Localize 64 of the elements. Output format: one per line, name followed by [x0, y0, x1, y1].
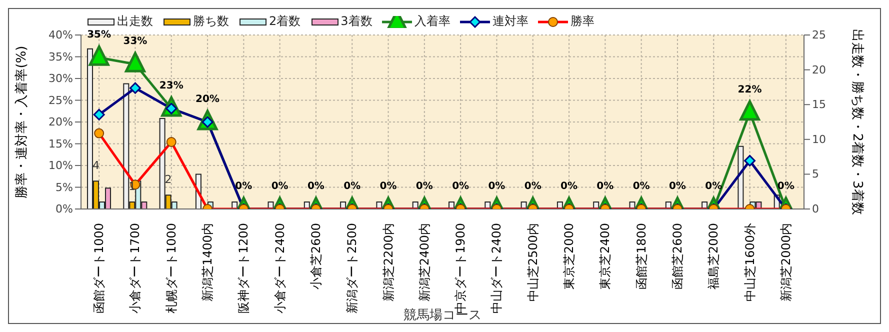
x-tick-label: 東京芝2000: [562, 223, 576, 290]
data-label: 1: [128, 180, 136, 194]
x-tick-label: 新潟芝2200内: [381, 223, 396, 302]
y-tick-label: 40%: [48, 28, 73, 42]
y2-axis-title: 出走数・勝ち数・2着数・3着数: [849, 29, 866, 215]
data-label: 0%: [307, 181, 324, 192]
data-label: 33%: [123, 36, 148, 48]
x-tick-label: 中山ダート2400: [490, 223, 504, 314]
x-tick-label: 新潟芝1400内: [200, 223, 215, 302]
x-tick-label: 新潟芝2400内: [417, 223, 432, 302]
x-tick-label: 新潟芝2000内: [778, 223, 793, 302]
legend-label: 勝ち数: [193, 13, 229, 30]
data-label: 0%: [271, 181, 288, 192]
x-tick-label: 小倉ダート2400: [272, 223, 287, 314]
data-label: 22%: [738, 84, 762, 96]
data-label: 0%: [344, 181, 361, 192]
x-tick-label: 新潟ダート2500: [345, 223, 360, 314]
data-label: 0%: [596, 181, 614, 192]
x-tick-label: 函館芝2600: [670, 223, 684, 290]
y-tick-label: 15%: [48, 137, 73, 150]
data-label: 0%: [416, 181, 433, 192]
x-tick-label: 東京芝2400: [598, 223, 612, 290]
y2-tick-label: 10: [812, 132, 826, 146]
data-label: 0%: [524, 181, 542, 192]
data-label: 0%: [488, 181, 506, 192]
data-label: 35%: [87, 30, 112, 41]
data-label: 0%: [380, 181, 397, 192]
x-tick-label: 札幌ダート1000: [164, 223, 178, 314]
data-label: 4: [92, 159, 100, 172]
data-label: 2: [164, 173, 172, 186]
y2-tick-label: 15: [812, 98, 826, 112]
x-tick-label: 函館芝1800: [634, 223, 648, 290]
legend-label: 3着数: [340, 13, 372, 30]
data-label: 0%: [632, 181, 650, 192]
y-axis-title: 勝率・連対率・入着率(%): [14, 46, 30, 198]
y-tick-label: 0%: [56, 202, 73, 216]
x-tick-label: 小倉芝2600: [308, 223, 323, 290]
y-tick-label: 25%: [48, 94, 73, 107]
y-tick-label: 35%: [48, 50, 73, 64]
data-label: 23%: [159, 80, 184, 92]
data-label: 0%: [235, 181, 252, 192]
y-tick-label: 30%: [48, 72, 73, 85]
x-tick-label: 中山芝1600外: [742, 223, 757, 302]
legend-label: 連対率: [492, 13, 528, 30]
y2-tick-label: 20: [812, 63, 826, 76]
legend-label: 2着数: [269, 13, 301, 30]
y2-tick-label: 5: [812, 168, 819, 181]
y2-tick-label: 0: [812, 202, 819, 216]
x-tick-label: 福島芝2000: [706, 223, 721, 290]
y-tick-label: 5%: [56, 180, 73, 194]
y2-tick-label: 25: [812, 28, 826, 42]
x-tick-label: 中山芝2500内: [526, 223, 540, 302]
legend-label: 勝率: [570, 13, 594, 30]
data-label: 0%: [560, 181, 578, 192]
legend-label: 出走数: [117, 13, 153, 30]
y-tick-label: 10%: [48, 159, 73, 172]
x-tick-label: 函館ダート1000: [92, 223, 106, 314]
data-label: 0%: [668, 181, 686, 192]
data-label: 0%: [452, 181, 470, 192]
data-label: 20%: [196, 94, 220, 105]
y-tick-label: 20%: [48, 116, 73, 128]
x-tick-label: 阪神ダート1200: [236, 223, 251, 314]
x-tick-label: 小倉ダート1700: [128, 223, 142, 314]
legend-label: 入着率: [414, 13, 450, 30]
